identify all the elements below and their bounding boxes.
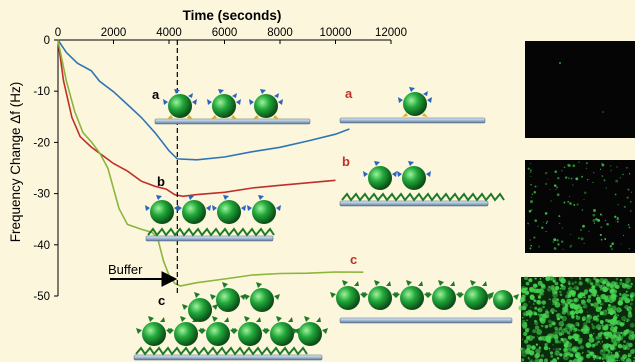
y-ticks: 0 -10 -20 -30 -40 -50 <box>33 35 58 303</box>
nanoparticle <box>362 280 398 310</box>
label-a-black: a <box>152 87 160 102</box>
label-a-red: a <box>345 86 353 101</box>
y-tick-label: -50 <box>33 291 50 303</box>
x-tick-label: 2000 <box>101 27 127 39</box>
nanoparticle <box>487 290 519 310</box>
nanoparticle <box>363 161 397 190</box>
label-c-red: c <box>350 252 357 267</box>
schematic-c-inset: c <box>133 282 328 361</box>
nanoparticle <box>426 280 462 310</box>
protein-layer <box>341 192 505 202</box>
x-tick-label: 10000 <box>320 27 352 39</box>
substrate-slab <box>154 118 311 125</box>
series-line-3 <box>57 40 364 287</box>
substrate-slab <box>339 317 513 324</box>
x-axis-title: Time (seconds) <box>183 8 282 23</box>
x-tick-label: 4000 <box>156 27 182 39</box>
y-tick-label: 0 <box>44 35 50 47</box>
x-tick-label: 0 <box>55 27 61 39</box>
series-line-1 <box>57 39 350 161</box>
protein-layer <box>135 346 308 356</box>
nanoparticle <box>145 195 179 224</box>
micrograph-a <box>525 41 635 138</box>
nanoparticle <box>163 89 197 119</box>
label-c-black: c <box>158 293 165 308</box>
micrograph-c <box>518 275 635 362</box>
nanoparticle <box>177 195 211 224</box>
y-axis-title: Frequency Change Δf (Hz) <box>8 82 23 243</box>
x-tick-label: 6000 <box>212 27 238 39</box>
schematic-a-inset: a <box>152 87 311 125</box>
label-b-black: b <box>157 174 165 189</box>
nanoparticle <box>200 316 236 346</box>
substrate-slab <box>339 200 489 207</box>
nanoparticle <box>398 87 432 117</box>
y-tick-label: -10 <box>33 86 50 98</box>
nanoparticle <box>394 280 430 310</box>
x-ticks: 0 2000 4000 6000 8000 10000 12000 <box>55 27 407 44</box>
substrate-slab <box>145 235 274 242</box>
nanoparticle <box>182 292 218 322</box>
x-tick-label: 8000 <box>267 27 293 39</box>
buffer-label: Buffer <box>108 262 143 277</box>
nanoparticle <box>207 89 241 119</box>
series-line-2 <box>57 40 336 198</box>
schematic-b-inset: b <box>145 174 281 242</box>
y-tick-label: -40 <box>33 240 50 252</box>
nanoparticle <box>247 195 281 224</box>
nanoparticle <box>397 161 431 190</box>
protein-layer <box>147 227 275 237</box>
nanoparticle <box>232 316 268 346</box>
nanoparticle <box>330 280 366 310</box>
micrograph-b <box>525 160 635 253</box>
nanoparticle <box>249 89 283 119</box>
y-tick-label: -30 <box>33 189 50 201</box>
series-lines <box>57 39 364 287</box>
nanoparticle <box>136 316 172 346</box>
nanoparticle <box>212 195 246 224</box>
nanoparticle <box>264 316 300 346</box>
chart-area: Time (seconds) Frequency Change Δf (Hz) … <box>8 8 407 303</box>
substrate-slab <box>339 117 486 124</box>
schematic-a-right: a <box>339 86 486 124</box>
y-tick-label: -20 <box>33 137 50 149</box>
nanoparticle <box>292 316 328 346</box>
nanoparticle <box>210 282 246 312</box>
nanoparticle <box>244 282 280 312</box>
label-b-red: b <box>342 154 350 169</box>
x-tick-label: 12000 <box>375 27 407 39</box>
schematic-c-right: c <box>330 252 519 324</box>
nanoparticle <box>458 280 494 310</box>
schematic-b-right: b <box>339 154 505 207</box>
substrate-slab <box>133 354 323 361</box>
